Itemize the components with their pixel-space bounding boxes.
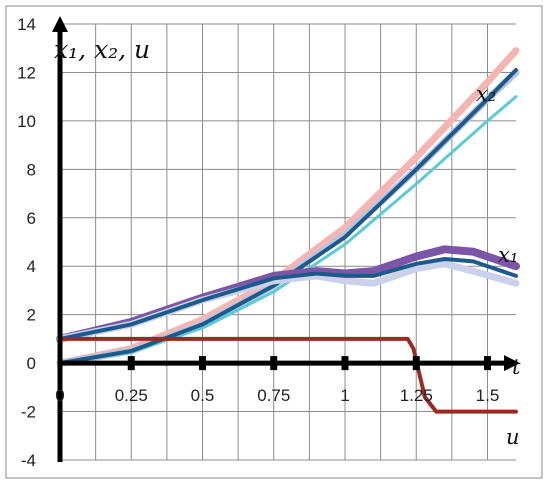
x-tick-mark: [412, 356, 420, 371]
x-tick-label: 1.5: [476, 386, 500, 405]
grid: [59, 23, 516, 461]
curves: [56, 47, 520, 414]
y-tick-label: 14: [17, 15, 36, 34]
y-tick-label: 0: [27, 354, 36, 373]
x-tick-labels: 0 0.25 0.5 0.75 1 1.25 1.5: [55, 386, 499, 405]
x-tick-label: 0.25: [115, 386, 148, 405]
y-tick-label: 8: [27, 160, 36, 179]
series-line-u: [58, 336, 518, 414]
y-tick-label: 10: [17, 112, 36, 131]
x-tick-label: 1.25: [400, 386, 433, 405]
y-tick-label: 2: [27, 306, 36, 325]
x-tick-label: 0.75: [257, 386, 290, 405]
x-tick-mark: [270, 356, 278, 371]
y-tick-label: 6: [27, 209, 36, 228]
y-axis-label: x₁, x₂, u: [54, 35, 150, 64]
series-line-x₁: [58, 257, 518, 341]
x1-curve-label: x₁: [498, 243, 518, 267]
x-tick-mark: [199, 356, 206, 371]
x-tick-label: 0: [55, 386, 64, 405]
u-curve-label: u: [506, 425, 520, 449]
x-tick-mark: [484, 356, 491, 371]
series-line-x₂: [58, 68, 518, 366]
x-tick-label: 0.5: [191, 386, 215, 405]
y-tick-label: 12: [17, 63, 36, 82]
y-tick-label: -2: [21, 403, 36, 422]
x2-curve-label: x₂: [476, 82, 496, 106]
y-tick-labels: -4 -2 0 2 4 6 8 10 12 14: [17, 15, 36, 470]
x-axis-label: t: [512, 355, 521, 379]
x-tick-label: 1: [340, 386, 349, 405]
x-axis-arrow: [504, 355, 520, 372]
y-axis-arrow: [52, 16, 68, 32]
x-tick-mark: [341, 356, 349, 371]
axes: [52, 16, 520, 462]
y-tick-label: -4: [21, 451, 36, 470]
x-tick-mark: [127, 356, 135, 371]
y-tick-label: 4: [27, 257, 36, 276]
